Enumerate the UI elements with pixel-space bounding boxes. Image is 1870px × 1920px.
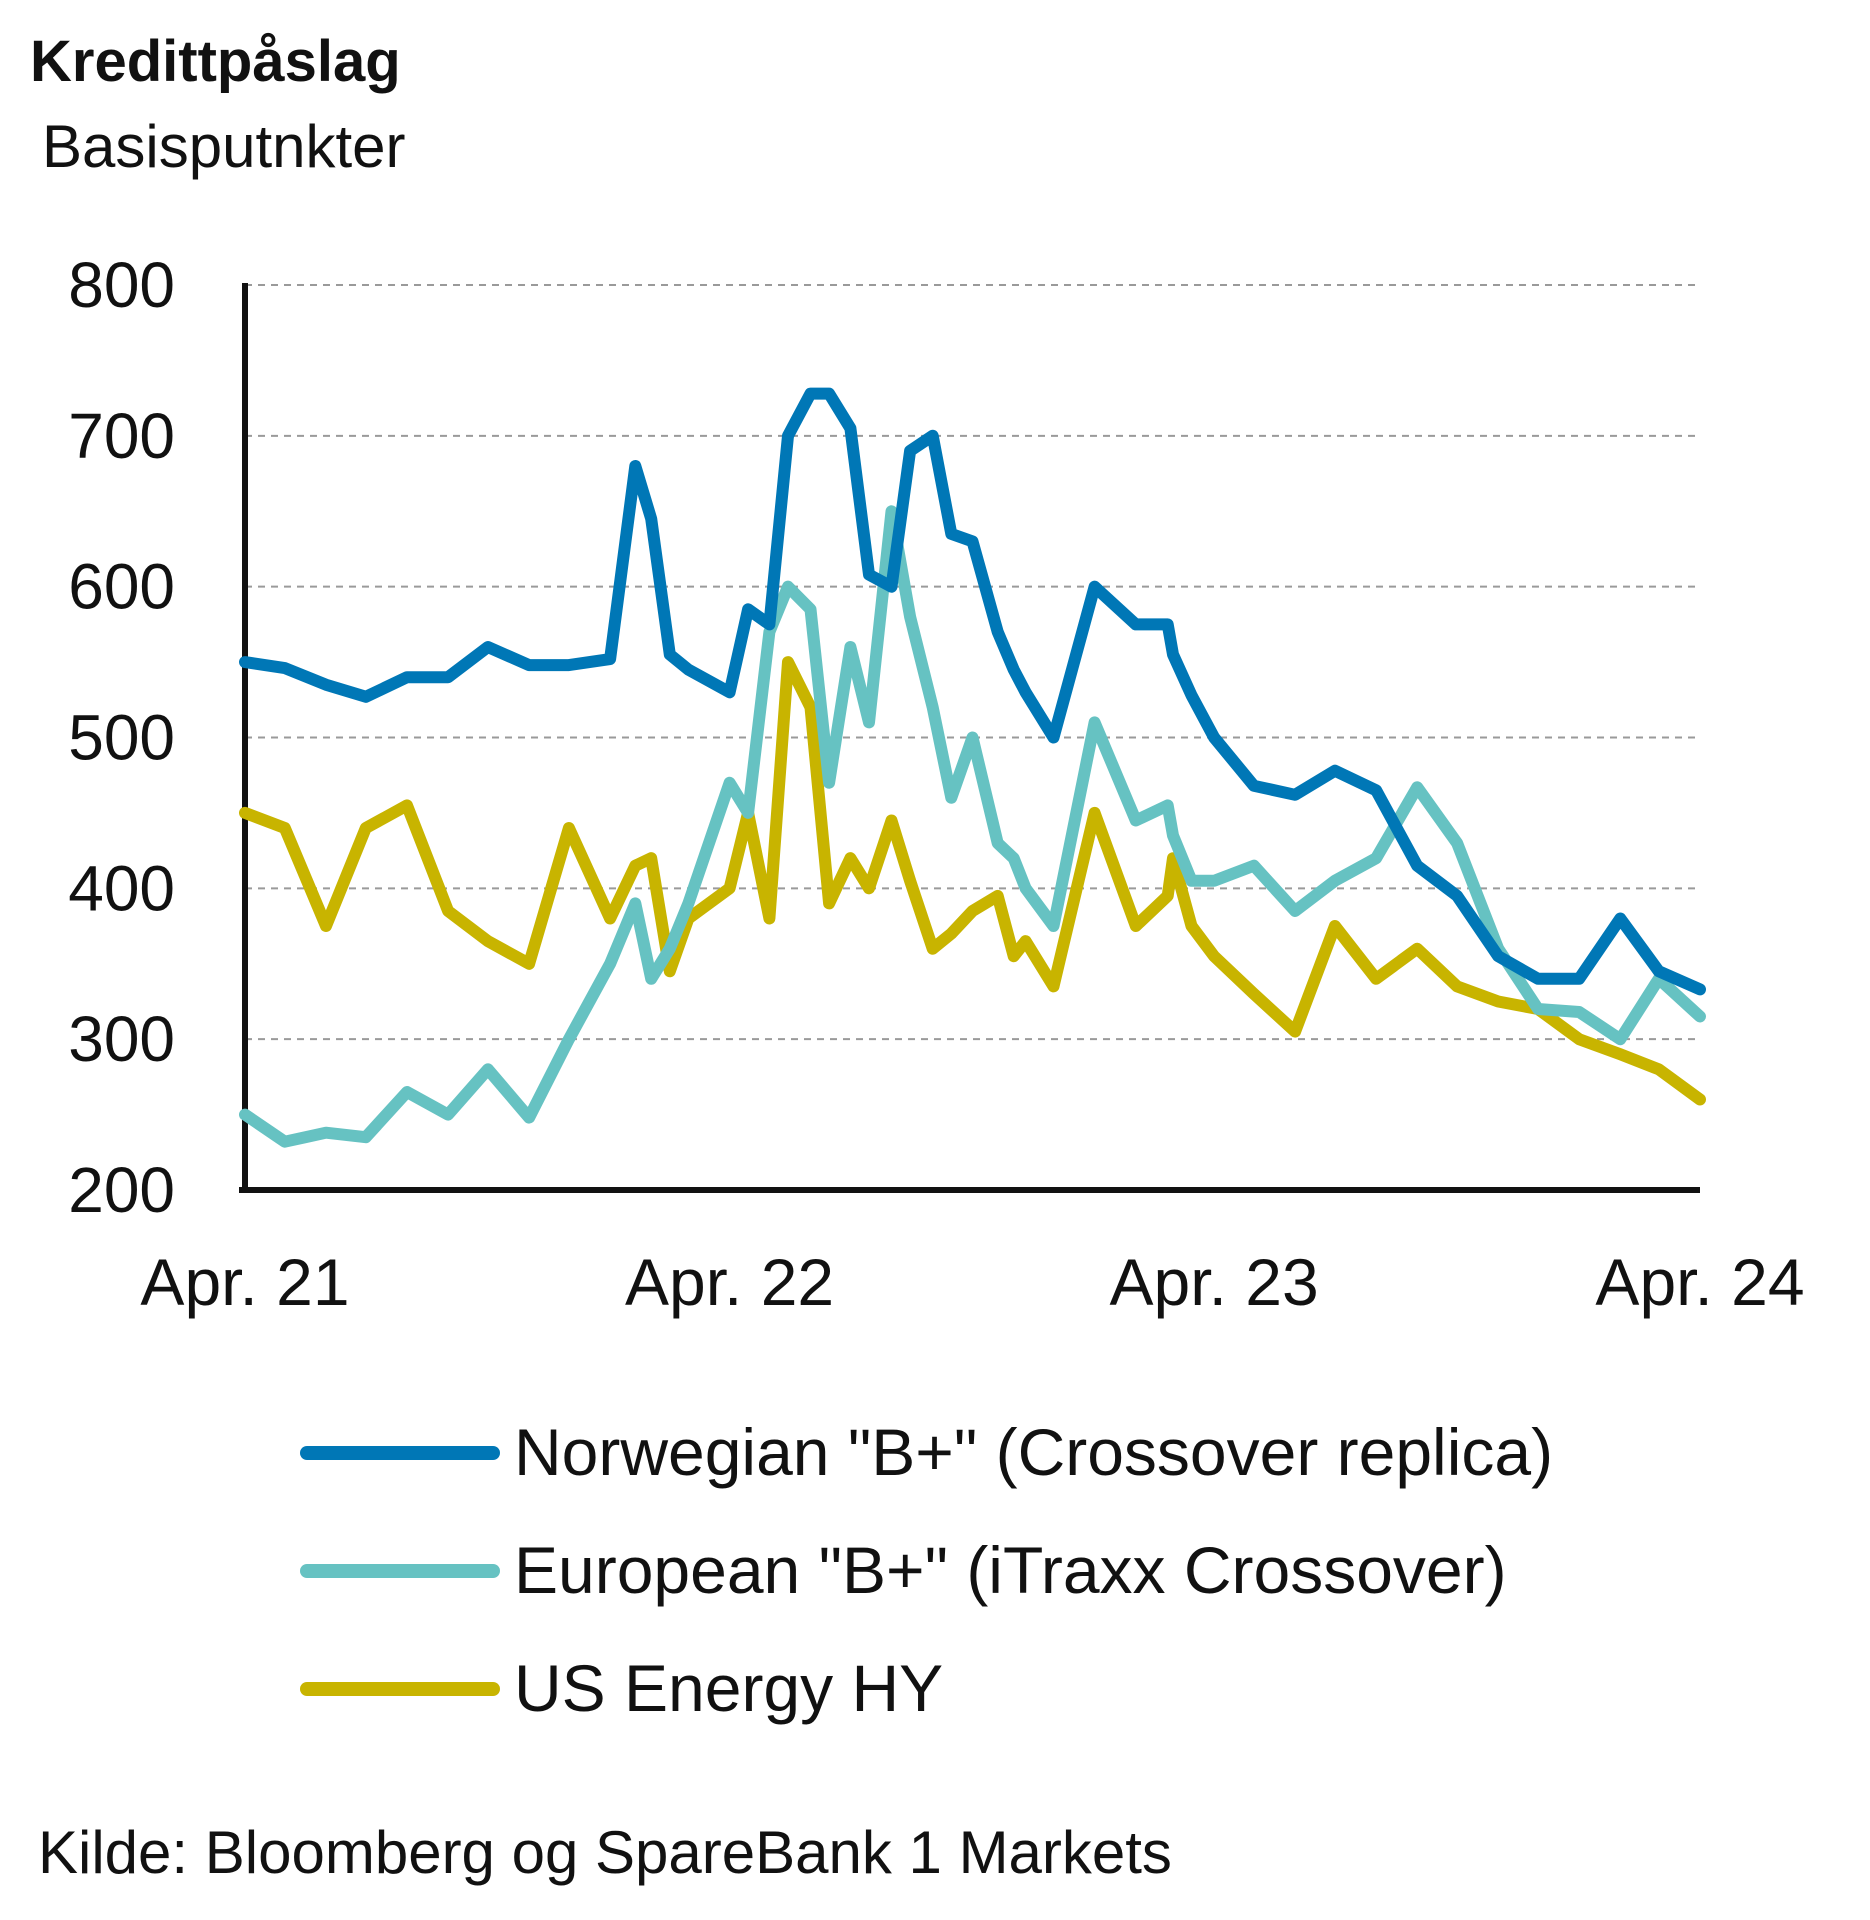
series-line-european bbox=[239, 505, 1706, 1148]
series-line-us-energy bbox=[239, 656, 1706, 1106]
y-tick-label-700: 700 bbox=[68, 400, 175, 472]
legend-label-norwegian: Norwegian "B+" (Crossover replica) bbox=[514, 1415, 1554, 1489]
series-line-norwegian bbox=[239, 387, 1706, 996]
source-note: Kilde: Bloomberg og SpareBank 1 Markets bbox=[38, 1819, 1172, 1886]
legend-label-us-energy: US Energy HY bbox=[514, 1651, 944, 1725]
y-tick-label-500: 500 bbox=[68, 702, 175, 774]
y-tick-label-300: 300 bbox=[68, 1003, 175, 1075]
legend-swatch-us-energy bbox=[300, 1682, 500, 1696]
y-tick-label-800: 800 bbox=[68, 249, 175, 321]
y-tick-label-200: 200 bbox=[68, 1154, 175, 1226]
legend-swatch-european bbox=[300, 1564, 500, 1578]
line-chart: 200 300 400 500 600 700 800 Apr. 21 Apr. 22 Apr. … bbox=[68, 249, 1804, 1319]
chart-title: Kredittpåslag bbox=[30, 29, 401, 94]
y-tick-label-600: 600 bbox=[68, 551, 175, 623]
legend-swatch-norwegian bbox=[300, 1446, 500, 1460]
x-tick-label-2: Apr. 23 bbox=[1110, 1245, 1319, 1319]
x-tick-label-1: Apr. 22 bbox=[625, 1245, 834, 1319]
y-axis-unit-label: Basisputnkter bbox=[42, 113, 406, 180]
y-tick-label-400: 400 bbox=[68, 852, 175, 924]
legend-label-european: European "B+" (iTraxx Crossover) bbox=[514, 1533, 1507, 1607]
x-tick-label-3: Apr. 24 bbox=[1595, 1245, 1804, 1319]
x-tick-label-0: Apr. 21 bbox=[140, 1245, 349, 1319]
